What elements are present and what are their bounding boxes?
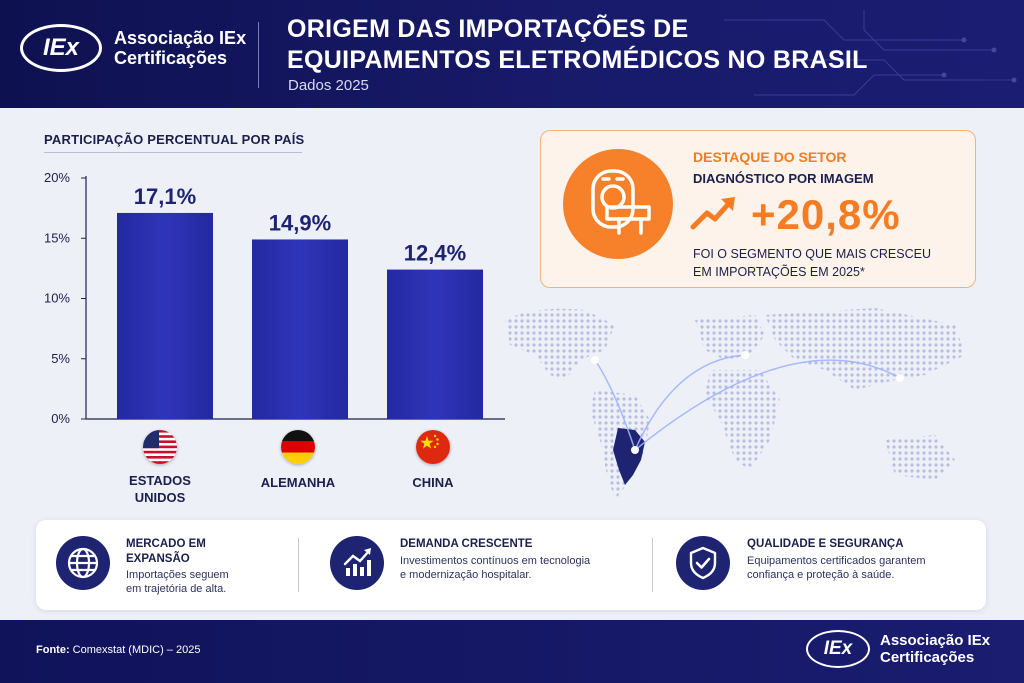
y-tick-label: 5% [51, 351, 70, 366]
feature-description: Importações seguem em trajetória de alta… [126, 569, 229, 595]
iex-logo-mark: IEx [20, 24, 102, 72]
y-tick-label: 10% [44, 291, 70, 306]
feature-description: Equipamentos certificados garantem confi… [747, 555, 926, 581]
features-panel: MERCADO EM EXPANSÃO Importações seguem e… [36, 520, 986, 610]
highlight-description: FOI O SEGMENTO QUE MAIS CRESCEU EM IMPOR… [693, 247, 931, 279]
header-banner: IEx Associação IEx Certificações ORIGEM … [0, 0, 1024, 108]
mri-scanner-icon [563, 149, 673, 259]
world-map [505, 308, 965, 500]
category-label-usa: ESTADOS UNIDOS [129, 473, 191, 505]
header-divider [258, 22, 259, 88]
sector-highlight-card: DESTAQUE DO SETOR DIAGNÓSTICO POR IMAGEM… [540, 130, 976, 288]
source-note: Fonte: Comexstat (MDIC) – 2025 [36, 644, 201, 656]
circuit-decoration [724, 10, 1017, 96]
bar-value-label: 14,9% [269, 210, 331, 235]
growth-chart-icon [330, 536, 384, 590]
y-tick-label: 15% [44, 230, 70, 245]
bar-2 [387, 269, 483, 419]
feature-description: Investimentos contínuos em tecnologia e … [400, 555, 591, 581]
germany-flag-icon [281, 430, 315, 464]
footer: Fonte: Comexstat (MDIC) – 2025 IEx Assoc… [0, 620, 1024, 683]
chart-heading-underline [44, 152, 302, 153]
chart-heading: PARTICIPAÇÃO PERCENTUAL POR PAÍS [44, 132, 305, 147]
feature-title: QUALIDADE E SEGURANÇA [747, 538, 904, 550]
bar-1 [252, 239, 348, 419]
footer-logo: IEx Associação IEx Certificações [806, 630, 990, 668]
logo-name: Associação IEx Certificações [880, 632, 991, 666]
shield-check-icon [676, 536, 730, 590]
highlight-subtitle: DIAGNÓSTICO POR IMAGEM [693, 171, 874, 186]
feature-market-expansion: MERCADO EM EXPANSÃO Importações seguem e… [36, 520, 336, 610]
highlight-value: +20,8% [751, 191, 901, 238]
page-title: ORIGEM DAS IMPORTAÇÕES DE EQUIPAMENTOS E… [287, 15, 868, 74]
globe-icon [56, 536, 110, 590]
feature-title: MERCADO EM EXPANSÃO [126, 538, 206, 565]
iex-logo-mark: IEx [806, 630, 870, 668]
feature-growing-demand: DEMANDA CRESCENTE Investimentos contínuo… [326, 520, 656, 610]
bar-0 [117, 212, 213, 419]
feature-separator [298, 538, 299, 592]
trend-up-arrow-icon [690, 197, 735, 230]
logo-name: Associação IEx Certificações [114, 28, 247, 68]
y-tick-label: 20% [44, 170, 70, 185]
usa-flag-icon [143, 430, 177, 464]
highlight-title: DESTAQUE DO SETOR [693, 149, 847, 165]
bar-chart: 0% 5% 10% 15% 20% 17,1% 14,9% 12,4% [44, 170, 505, 426]
header-logo: IEx Associação IEx Certificações [20, 24, 246, 72]
page-subtitle: Dados 2025 [288, 77, 369, 94]
feature-separator [652, 538, 653, 592]
bar-value-label: 17,1% [134, 184, 196, 209]
bar-value-label: 12,4% [404, 241, 466, 266]
feature-title: DEMANDA CRESCENTE [400, 538, 533, 550]
category-label-germany: ALEMANHA [260, 475, 336, 490]
y-tick-label: 0% [51, 411, 70, 426]
china-flag-icon [416, 430, 450, 464]
category-label-china: CHINA [412, 475, 454, 490]
feature-quality-safety: QUALIDADE E SEGURANÇA Equipamentos certi… [676, 520, 986, 610]
